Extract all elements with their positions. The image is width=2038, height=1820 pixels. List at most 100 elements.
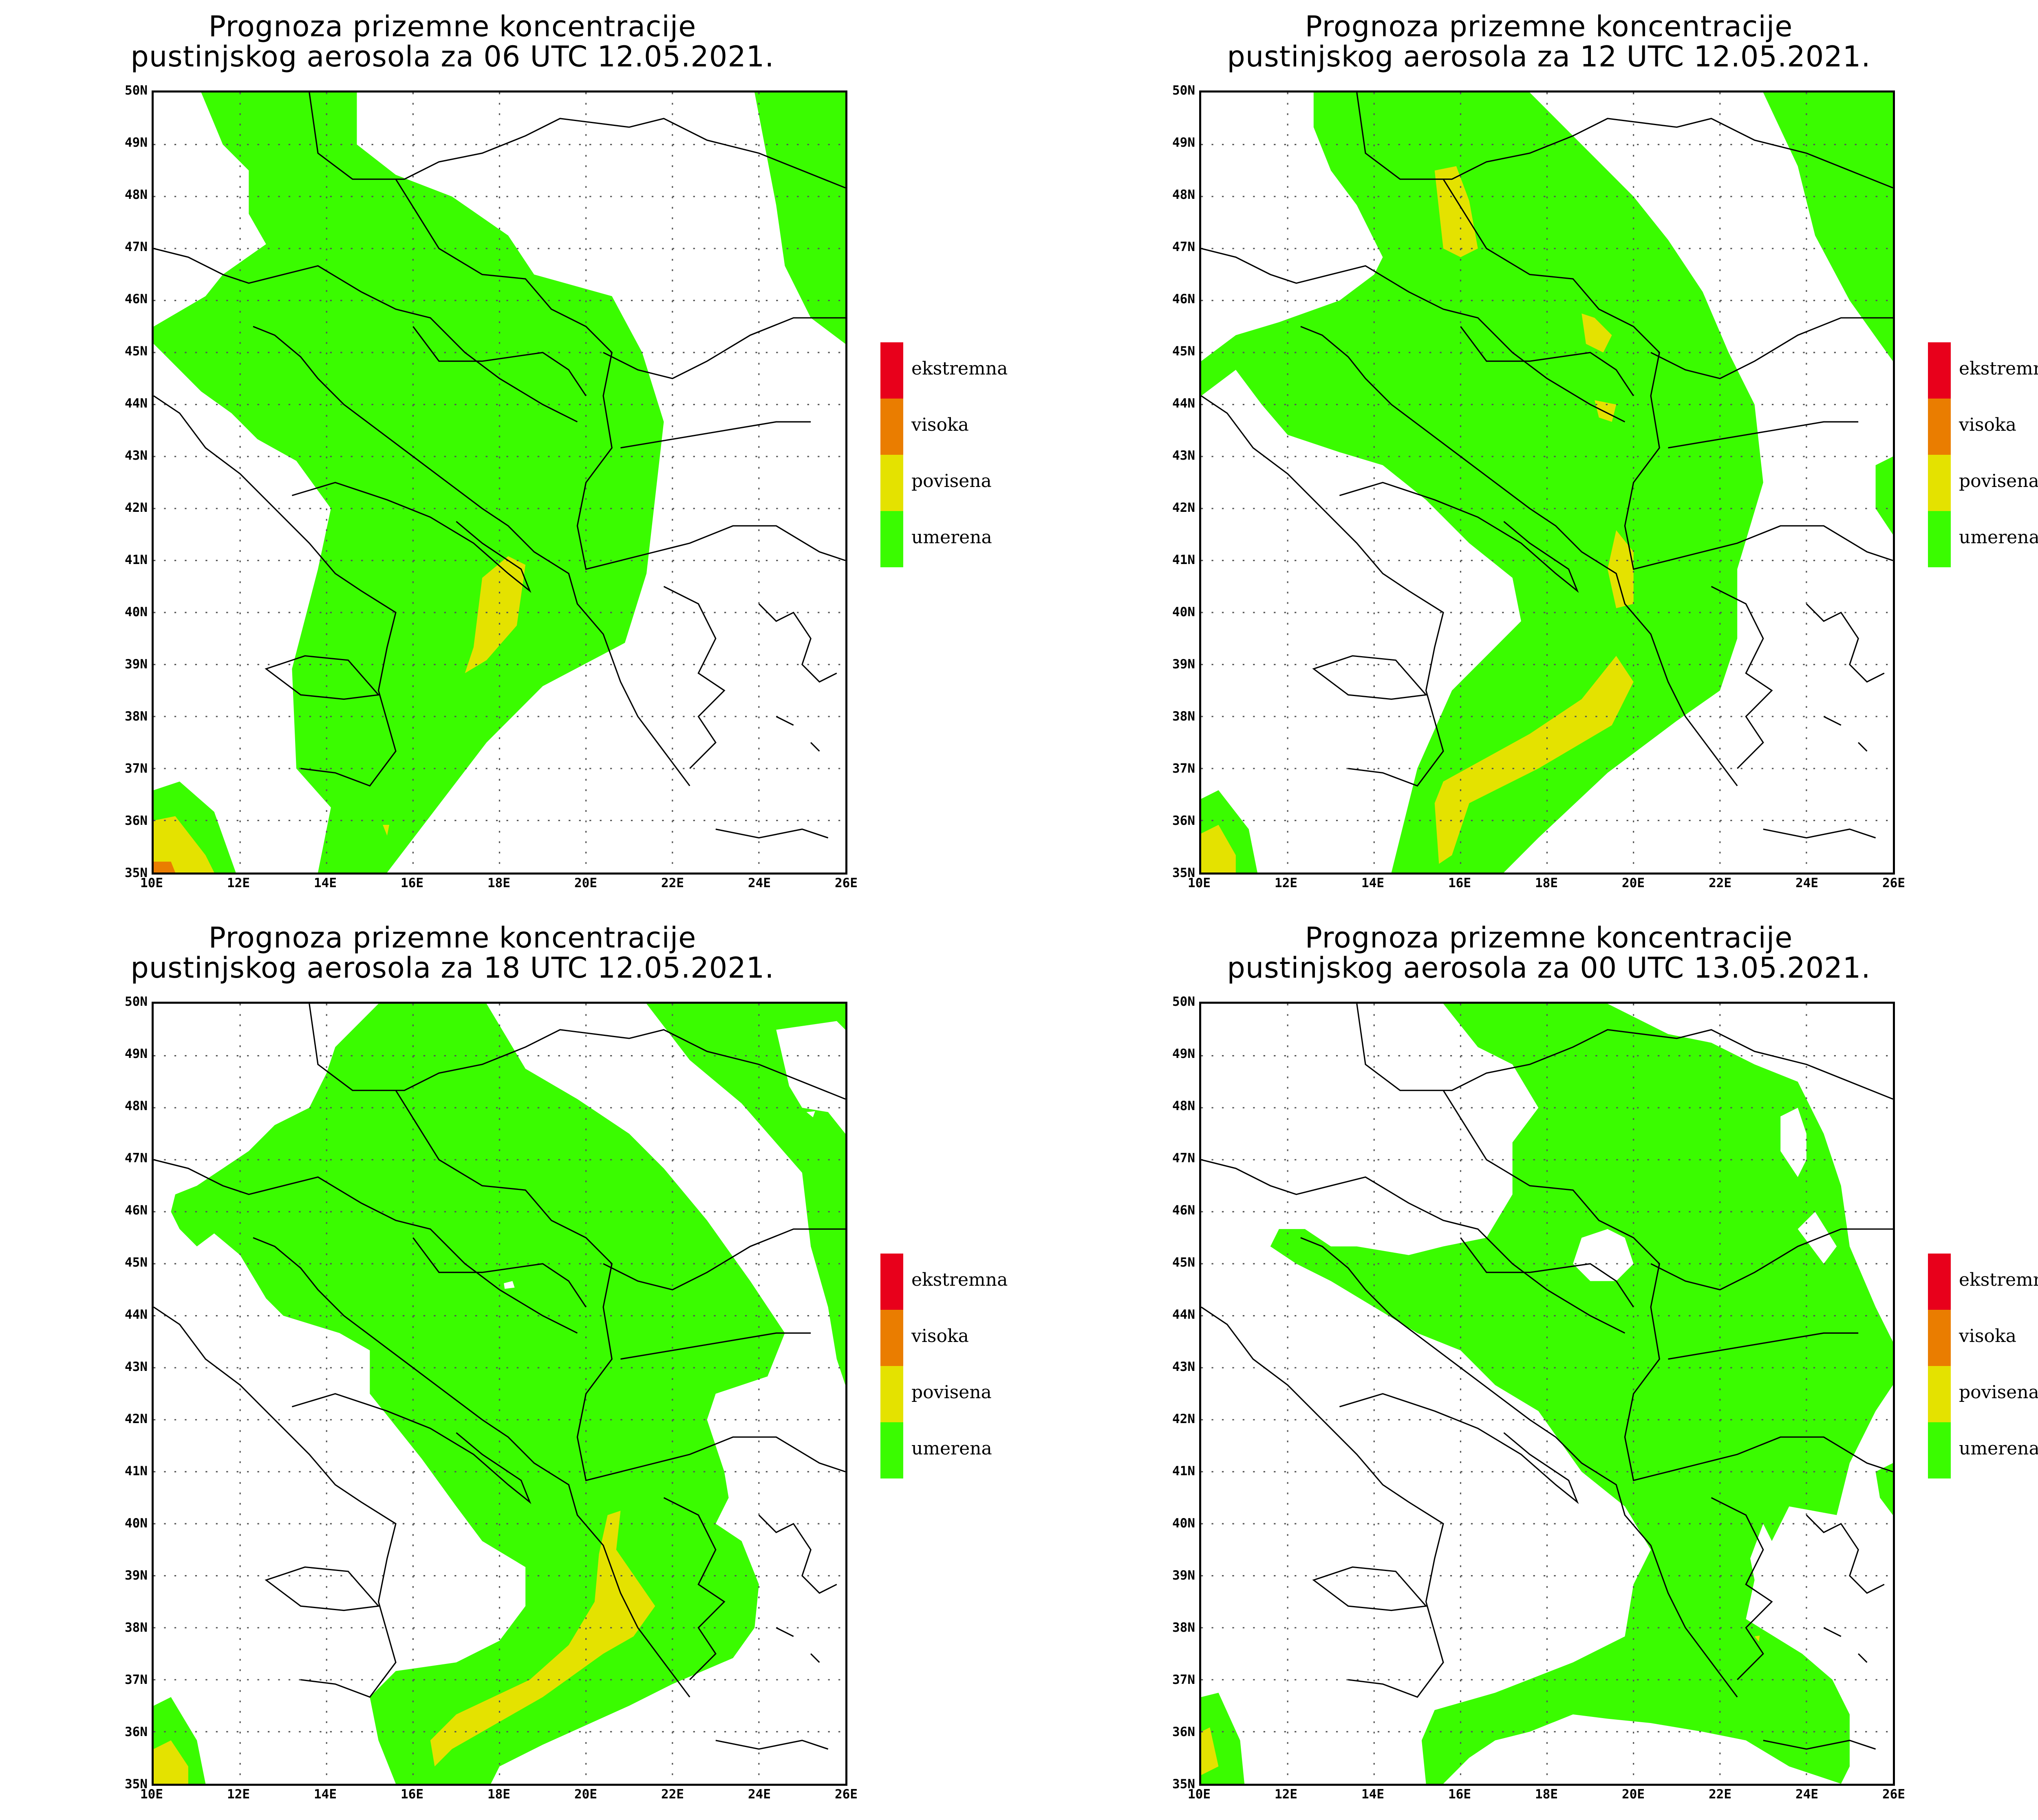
lat-label: 49N: [125, 1047, 148, 1061]
title-line-2: pustinjskog aerosola za 06 UTC 12.05.202…: [130, 40, 774, 73]
lat-label: 47N: [125, 240, 148, 254]
lat-label: 42N: [1172, 500, 1195, 515]
lat-label: 44N: [1172, 396, 1195, 411]
lat-label: 37N: [1172, 761, 1195, 776]
lat-label: 36N: [125, 813, 148, 828]
lon-label: 22E: [1709, 1787, 1731, 1802]
lon-label: 16E: [1448, 876, 1471, 890]
lat-label: 40N: [1172, 605, 1195, 619]
title-line-1: Prognoza prizemne koncentracije: [1305, 10, 1793, 43]
title-line-1: Prognoza prizemne koncentracije: [208, 921, 697, 954]
lat-label: 41N: [125, 1464, 148, 1478]
lat-label: 46N: [125, 292, 148, 306]
lat-label: 38N: [1172, 1620, 1195, 1635]
lat-label: 44N: [125, 396, 148, 411]
lon-label: 12E: [227, 1787, 250, 1802]
lat-label: 47N: [125, 1151, 148, 1166]
title-line-1: Prognoza prizemne koncentracije: [208, 10, 697, 43]
lon-label: 10E: [1188, 876, 1211, 890]
lon-label: 26E: [1882, 876, 1905, 890]
map-canvas: [1201, 93, 1893, 873]
lon-label: 12E: [227, 876, 250, 890]
legend-label: ekstremna: [911, 358, 1008, 379]
forecast-panel-18utc: Prognoza prizemne koncentracije pustinjs…: [0, 911, 1043, 1820]
lat-label: 40N: [125, 605, 148, 619]
forecast-panel-00utc: Prognoza prizemne koncentracije pustinjs…: [1048, 911, 2038, 1820]
map-canvas: [154, 93, 845, 873]
title-line-2: pustinjskog aerosola za 00 UTC 13.05.202…: [1227, 951, 1871, 985]
lat-label: 47N: [1172, 240, 1195, 254]
lat-label: 45N: [1172, 344, 1195, 359]
lon-label: 10E: [140, 876, 163, 890]
lat-label: 43N: [125, 1359, 148, 1374]
legend: ekstremna visoka povisena umerena: [880, 342, 1035, 571]
legend-label: povisena: [1959, 1382, 2038, 1403]
legend-swatch-umerena: [1928, 1422, 1951, 1478]
legend-label: povisena: [911, 1382, 992, 1403]
legend-swatch-umerena: [880, 1422, 903, 1478]
lat-label: 41N: [1172, 1464, 1195, 1478]
lon-label: 12E: [1275, 1787, 1297, 1802]
lat-label: 42N: [125, 500, 148, 515]
legend-label: visoka: [911, 1326, 969, 1346]
panel-title: Prognoza prizemne koncentracije pustinjs…: [1194, 11, 1903, 72]
lat-label: 50N: [125, 83, 148, 98]
legend-label: ekstremna: [1959, 358, 2038, 379]
legend-label: umerena: [911, 1438, 992, 1459]
legend-swatch-visoka: [880, 399, 903, 455]
legend-swatch-ekstremna: [880, 342, 903, 399]
dust-map: [152, 90, 847, 875]
legend-swatch-ekstremna: [1928, 342, 1951, 399]
legend-swatch-ekstremna: [1928, 1254, 1951, 1310]
lon-label: 18E: [487, 876, 510, 890]
lat-label: 39N: [125, 1568, 148, 1583]
map-canvas: [1201, 1004, 1893, 1784]
legend: ekstremna visoka povisena umerena: [880, 1254, 1035, 1482]
lat-label: 43N: [125, 448, 148, 463]
lat-label: 38N: [1172, 709, 1195, 724]
legend-label: umerena: [911, 527, 992, 548]
panel-title: Prognoza prizemne koncentracije pustinjs…: [57, 923, 848, 983]
legend-label: visoka: [911, 414, 969, 435]
panel-title: Prognoza prizemne koncentracije pustinjs…: [1194, 923, 1903, 983]
lat-label: 37N: [125, 1672, 148, 1687]
lat-label: 39N: [125, 657, 148, 672]
forecast-panel-06utc: Prognoza prizemne koncentracije pustinjs…: [0, 0, 1043, 909]
lat-label: 39N: [1172, 1568, 1195, 1583]
legend-swatch-visoka: [880, 1310, 903, 1366]
lat-label: 44N: [125, 1307, 148, 1322]
lat-label: 46N: [125, 1203, 148, 1218]
lat-label: 49N: [1172, 135, 1195, 150]
lon-label: 16E: [401, 876, 423, 890]
dust-map: [1199, 90, 1895, 875]
legend-label: visoka: [1959, 414, 2016, 435]
lat-label: 47N: [1172, 1151, 1195, 1166]
lat-label: 50N: [1172, 994, 1195, 1009]
lon-label: 14E: [1361, 1787, 1384, 1802]
lat-label: 44N: [1172, 1307, 1195, 1322]
legend-swatch-povisena: [880, 1366, 903, 1422]
lon-label: 24E: [1795, 1787, 1818, 1802]
lat-label: 48N: [1172, 187, 1195, 202]
lat-label: 46N: [1172, 292, 1195, 306]
lat-label: 35N: [1172, 1777, 1195, 1791]
lat-label: 35N: [125, 866, 148, 880]
lat-label: 42N: [125, 1412, 148, 1426]
lat-label: 37N: [125, 761, 148, 776]
dust-map: [1199, 1002, 1895, 1786]
lon-label: 14E: [314, 1787, 337, 1802]
lon-label: 10E: [1188, 1787, 1211, 1802]
legend-label: umerena: [1959, 527, 2038, 548]
legend-swatch-povisena: [1928, 1366, 1951, 1422]
lat-label: 41N: [1172, 553, 1195, 567]
lat-label: 38N: [125, 709, 148, 724]
lon-label: 14E: [1361, 876, 1384, 890]
lon-label: 26E: [835, 876, 858, 890]
map-canvas: [154, 1004, 845, 1784]
lat-label: 38N: [125, 1620, 148, 1635]
lon-label: 18E: [487, 1787, 510, 1802]
lon-label: 14E: [314, 876, 337, 890]
legend: ekstremna visoka povisena umerena: [1928, 1254, 2038, 1482]
legend-label: ekstremna: [911, 1269, 1008, 1290]
lon-label: 16E: [1448, 1787, 1471, 1802]
